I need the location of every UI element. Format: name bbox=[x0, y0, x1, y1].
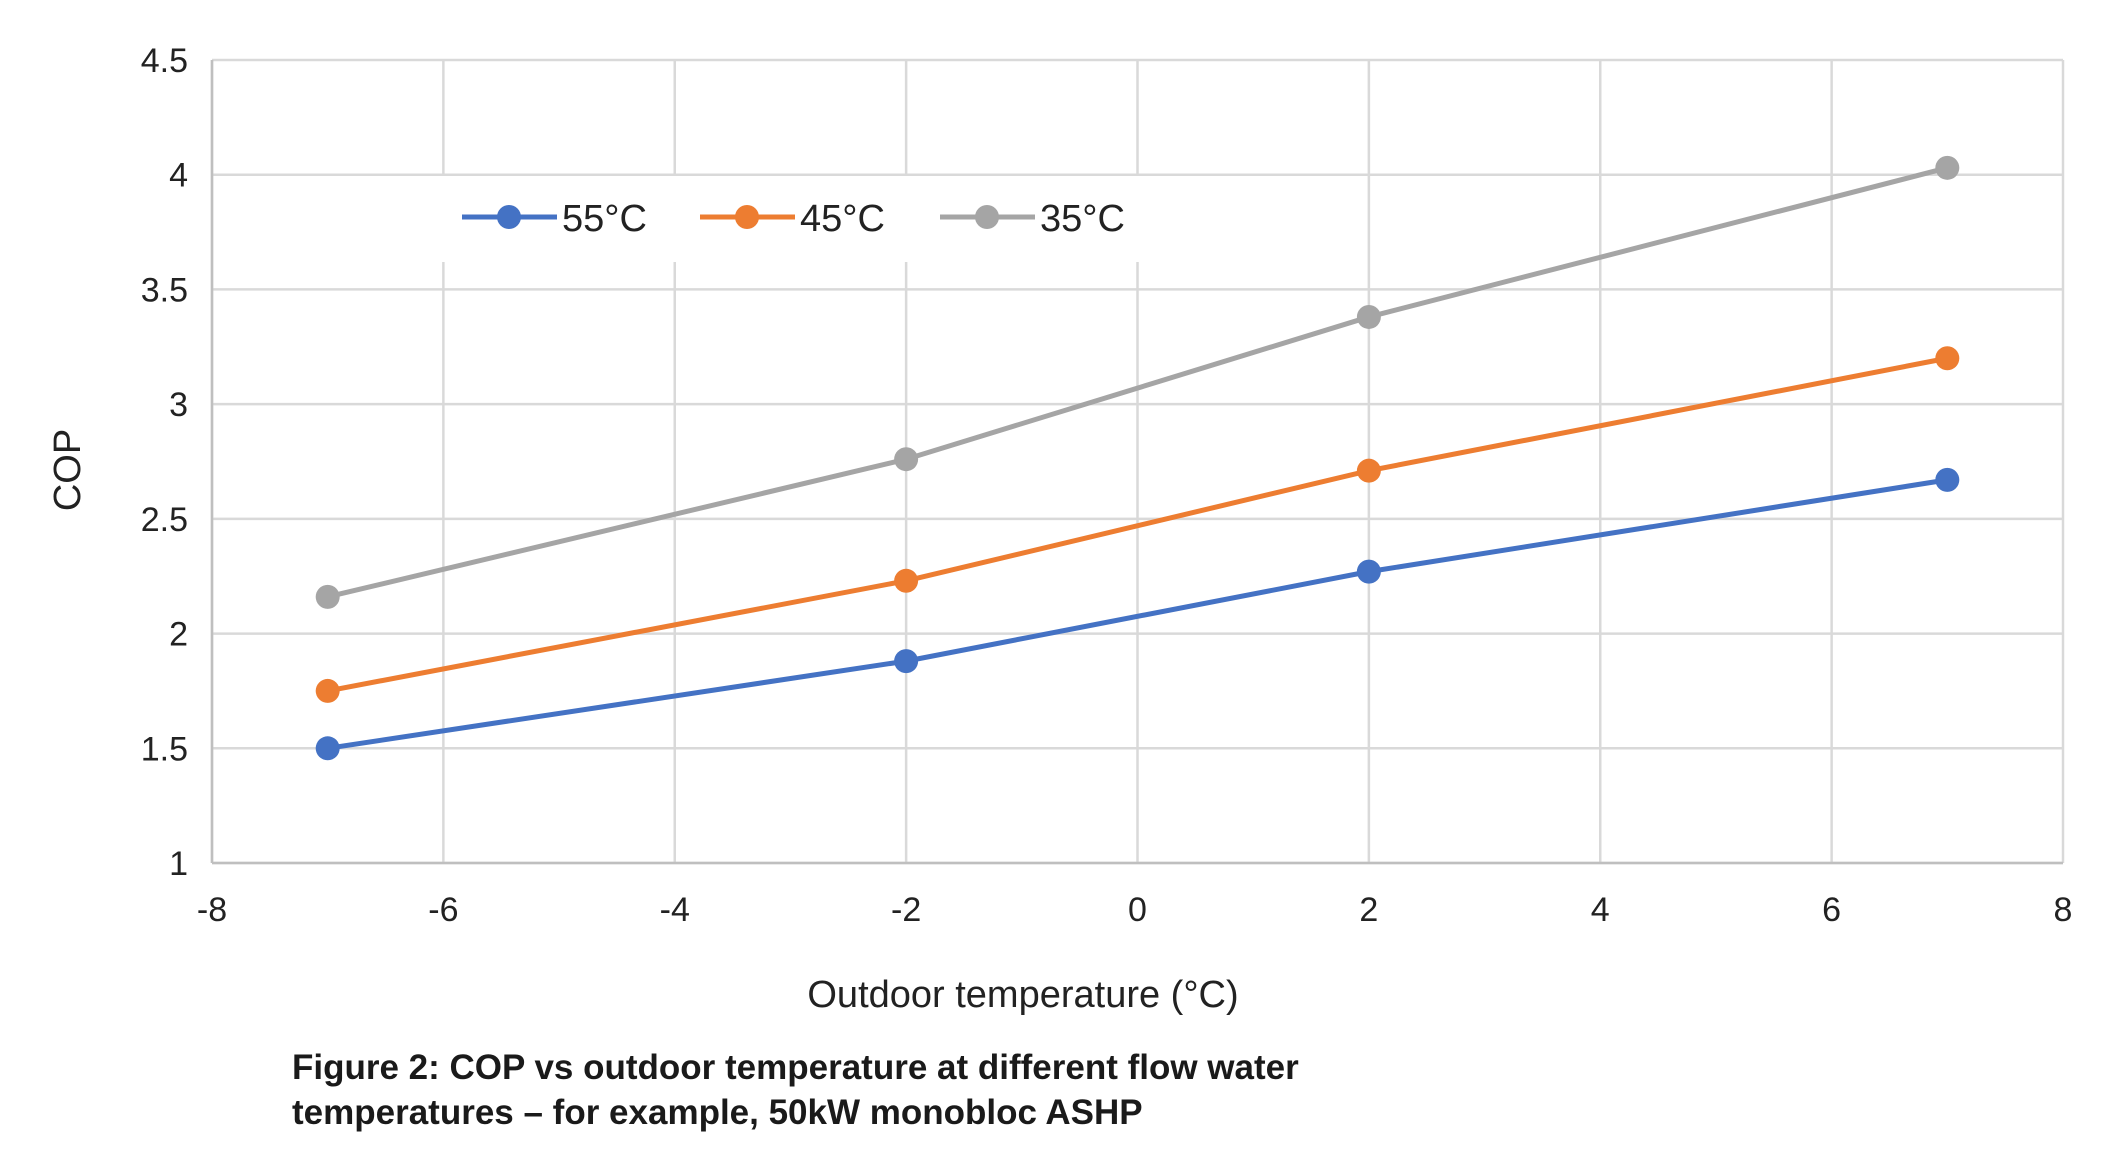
data-point bbox=[315, 584, 340, 609]
data-point bbox=[1356, 458, 1381, 483]
data-point bbox=[894, 447, 919, 472]
x-axis-title: Outdoor temperature (°C) bbox=[807, 974, 1238, 1016]
series-lines bbox=[315, 155, 1960, 761]
figure-caption-line-2: temperatures – for example, 50kW monoblo… bbox=[292, 1093, 1143, 1132]
data-point bbox=[1935, 155, 1960, 180]
y-tick-label: 4.5 bbox=[141, 42, 188, 80]
data-point bbox=[1356, 304, 1381, 329]
x-tick-label: 6 bbox=[1822, 891, 1841, 929]
data-point bbox=[1356, 559, 1381, 584]
x-tick-label: 8 bbox=[2054, 891, 2073, 929]
legend-label-0: 55°C bbox=[562, 198, 647, 240]
x-tick-label: 4 bbox=[1591, 891, 1610, 929]
figure-caption-line-1: Figure 2: COP vs outdoor temperature at … bbox=[292, 1048, 1299, 1087]
x-tick-label: -4 bbox=[660, 891, 690, 929]
axes: 1 1.5 2 2.5 3 3.5 4 4.5 -8 -6 -4 -2 0 2 4 6 8 bbox=[141, 42, 2073, 929]
y-tick-label: 2.5 bbox=[141, 501, 188, 539]
y-tick-label: 1 bbox=[169, 845, 188, 883]
x-tick-label: -2 bbox=[891, 891, 921, 929]
x-tick-label: -8 bbox=[197, 891, 227, 929]
series-line-1 bbox=[327, 355, 1948, 694]
legend: 55°C 45°C 35°C bbox=[400, 176, 1165, 262]
legend-label-1: 45°C bbox=[800, 198, 885, 240]
x-tick-label: 2 bbox=[1359, 891, 1378, 929]
y-tick-label: 4 bbox=[169, 157, 188, 195]
data-point bbox=[315, 736, 340, 761]
legend-marker-0 bbox=[497, 205, 521, 229]
data-point bbox=[1935, 346, 1960, 371]
data-point bbox=[894, 649, 919, 674]
data-point bbox=[1935, 467, 1960, 492]
series-line-0 bbox=[327, 477, 1948, 751]
y-tick-label: 3.5 bbox=[141, 271, 188, 309]
series-line-2 bbox=[327, 165, 1948, 600]
y-tick-label: 2 bbox=[169, 616, 188, 654]
data-point bbox=[315, 678, 340, 703]
data-point bbox=[894, 568, 919, 593]
legend-label-2: 35°C bbox=[1040, 198, 1125, 240]
x-tick-label: 0 bbox=[1128, 891, 1147, 929]
legend-marker-1 bbox=[735, 205, 759, 229]
y-axis-title: COP bbox=[47, 429, 89, 511]
y-tick-label: 3 bbox=[169, 386, 188, 424]
y-tick-label: 1.5 bbox=[141, 730, 188, 768]
x-tick-label: -6 bbox=[428, 891, 458, 929]
legend-marker-2 bbox=[975, 205, 999, 229]
